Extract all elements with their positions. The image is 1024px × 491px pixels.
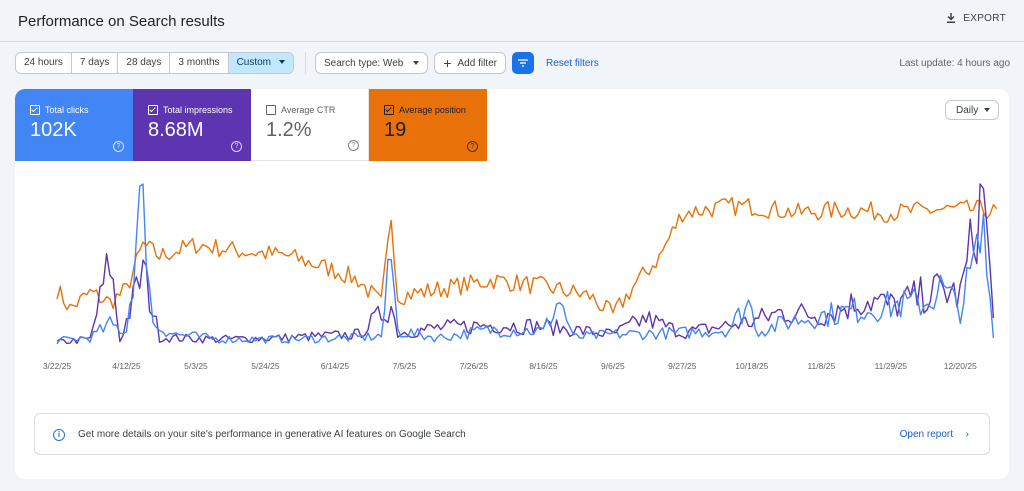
x-tick-label: 12/20/25 (944, 361, 977, 371)
search-type-label: Search type: Web (324, 57, 404, 69)
caret-down-icon (413, 61, 420, 65)
last-update-text: Last update: 4 hours ago (899, 58, 1010, 69)
x-tick-label: 9/6/25 (601, 361, 625, 371)
date-range-24-hours[interactable]: 24 hours (16, 53, 72, 73)
help-icon[interactable]: ? (231, 141, 242, 152)
date-range-custom-label: Custom (236, 57, 272, 68)
date-range-custom[interactable]: Custom (228, 53, 294, 73)
info-icon: i (53, 429, 65, 441)
granularity-label: Daily (956, 104, 979, 116)
checkbox-checked-icon (30, 105, 40, 115)
x-tick-label: 5/24/25 (251, 361, 280, 371)
search-type-dropdown[interactable]: Search type: Web (315, 52, 429, 74)
checkbox-checked-icon (148, 105, 158, 115)
metric-label: Total clicks (45, 105, 89, 115)
x-tick-label: 4/12/25 (112, 361, 141, 371)
date-range-3-months[interactable]: 3 months (170, 53, 229, 73)
date-range-group: 24 hours 7 days 28 days 3 months Custom (15, 52, 295, 74)
series-line-total-clicks (56, 183, 995, 345)
metric-value: 102K (30, 119, 77, 141)
metric-label-row: Total impressions (148, 105, 233, 115)
x-tick-label: 11/29/25 (875, 361, 908, 371)
divider (305, 52, 307, 74)
checkbox-unchecked-icon (266, 105, 276, 115)
filter-icon (517, 59, 528, 67)
series-line-total-impressions (56, 183, 995, 345)
help-icon[interactable]: ? (113, 141, 124, 152)
help-icon[interactable]: ? (348, 140, 359, 151)
x-tick-label: 6/14/25 (321, 361, 350, 371)
x-tick-label: 10/18/25 (735, 361, 768, 371)
filter-bar: 24 hours 7 days 28 days 3 months Custom … (15, 52, 599, 74)
metric-label: Average position (399, 105, 466, 115)
performance-chart[interactable]: 3/22/25 4/12/25 5/3/25 5/24/25 6/14/25 7/5/25… (15, 179, 1009, 379)
metric-total-impressions[interactable]: Total impressions 8.68M ? (133, 89, 251, 161)
metric-total-clicks[interactable]: Total clicks 102K ? (15, 89, 133, 161)
page-header: Performance on Search results EXPORT (0, 0, 1024, 42)
metric-value: 19 (384, 119, 407, 141)
chevron-right-icon: › (965, 429, 969, 440)
open-report-link[interactable]: Open report (900, 429, 953, 440)
add-filter-button[interactable]: + Add filter (434, 52, 506, 74)
x-tick-label: 3/22/25 (43, 361, 72, 371)
ai-banner-text: Get more details on your site's performa… (78, 429, 466, 440)
metric-label-row: Total clicks (30, 105, 89, 115)
x-tick-label: 7/26/25 (460, 361, 489, 371)
metric-value: 8.68M (148, 119, 204, 141)
x-tick-label: 11/8/25 (807, 361, 835, 371)
metric-average-position[interactable]: Average position 19 ? (369, 89, 487, 161)
date-range-7-days[interactable]: 7 days (72, 53, 119, 73)
help-icon[interactable]: ? (467, 141, 478, 152)
x-tick-label: 8/16/25 (529, 361, 558, 371)
reset-filters-link[interactable]: Reset filters (545, 57, 599, 69)
export-button[interactable]: EXPORT (945, 12, 1006, 24)
caret-down-icon (279, 60, 286, 65)
download-icon (947, 13, 956, 23)
metric-label-row: Average CTR (266, 105, 335, 115)
metric-label: Total impressions (163, 105, 233, 115)
ai-features-banner: i Get more details on your site's perfor… (34, 413, 990, 455)
metric-label: Average CTR (281, 105, 336, 115)
performance-card: Total clicks 102K ? Total impressions 8.… (15, 89, 1009, 479)
x-tick-label: 5/3/25 (184, 361, 208, 371)
checkbox-checked-icon (384, 105, 394, 115)
date-range-28-days[interactable]: 28 days (118, 53, 171, 73)
x-tick-label: 7/5/25 (393, 361, 417, 371)
caret-down-icon (984, 108, 990, 112)
export-label: EXPORT (963, 12, 1006, 24)
x-tick-label: 9/27/25 (668, 361, 697, 371)
open-report-label: Open report (899, 429, 953, 440)
metric-average-ctr[interactable]: Average CTR 1.2% ? (251, 89, 369, 161)
metric-label-row: Average position (384, 105, 466, 115)
filter-settings-button[interactable] (511, 52, 534, 74)
page-title: Performance on Search results (18, 13, 225, 30)
series-line-average-position (56, 196, 998, 314)
add-filter-label: Add filter (457, 57, 497, 69)
plus-icon: + (443, 55, 452, 71)
metric-value: 1.2% (266, 119, 312, 141)
granularity-dropdown[interactable]: Daily (945, 100, 999, 120)
